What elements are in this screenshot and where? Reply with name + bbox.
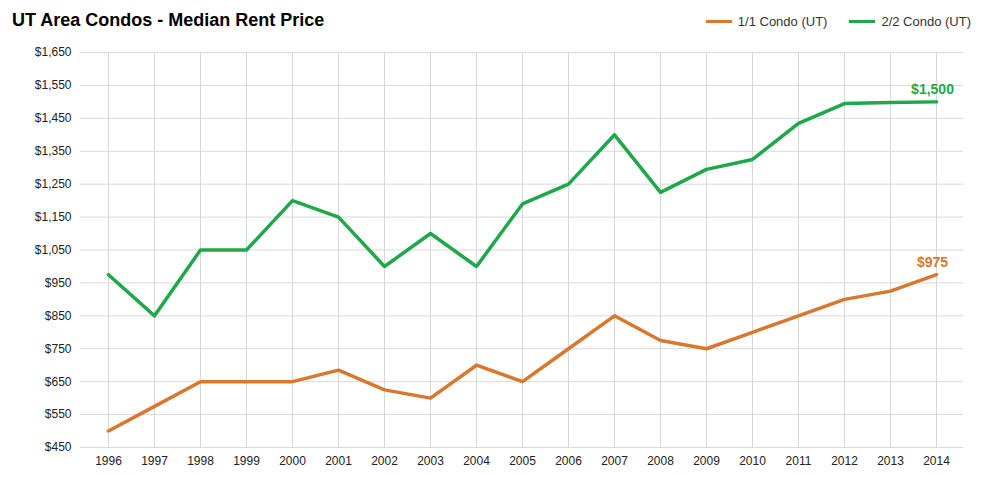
svg-text:2013: 2013 <box>877 454 904 468</box>
svg-text:2005: 2005 <box>509 454 536 468</box>
svg-text:2008: 2008 <box>647 454 674 468</box>
svg-text:2011: 2011 <box>786 454 812 468</box>
svg-text:1997: 1997 <box>141 454 168 468</box>
html-text:UT Area Condos - Median Rent P: UT Area Condos - Median Rent Price <box>12 10 325 30</box>
svg-text:2000: 2000 <box>279 454 306 468</box>
svg-text:2009: 2009 <box>693 454 720 468</box>
svg-text:2012: 2012 <box>831 454 858 468</box>
svg-text:1998: 1998 <box>187 454 214 468</box>
html-text:2/2 Condo (UT): 2/2 Condo (UT) <box>881 14 971 29</box>
svg-text:2002: 2002 <box>371 454 398 468</box>
svg-text:2014: 2014 <box>923 454 950 468</box>
svg-text:2001: 2001 <box>325 454 352 468</box>
svg-text:2006: 2006 <box>555 454 582 468</box>
svg-text:2010: 2010 <box>739 454 766 468</box>
svg-text:$1,150: $1,150 <box>35 210 72 224</box>
svg-text:$850: $850 <box>45 309 72 323</box>
svg-text:$1,450: $1,450 <box>35 111 72 125</box>
svg-text:$550: $550 <box>45 407 72 421</box>
svg-text:1999: 1999 <box>233 454 260 468</box>
svg-text:$450: $450 <box>45 440 72 454</box>
svg-text:$1,250: $1,250 <box>35 177 72 191</box>
svg-text:$1,050: $1,050 <box>35 243 72 257</box>
svg-text:$750: $750 <box>45 342 72 356</box>
svg-text:$1,350: $1,350 <box>35 144 72 158</box>
svg-text:$1,650: $1,650 <box>35 45 72 59</box>
svg-text:1996: 1996 <box>95 454 122 468</box>
html-text:1/1 Condo (UT): 1/1 Condo (UT) <box>737 14 828 29</box>
svg-text:2007: 2007 <box>601 454 628 468</box>
svg-text:$1,550: $1,550 <box>35 78 72 92</box>
svg-text:$950: $950 <box>45 276 72 290</box>
svg-text:$650: $650 <box>45 375 72 389</box>
svg-text:$1,500: $1,500 <box>911 81 954 97</box>
svg-text:2004: 2004 <box>463 454 490 468</box>
svg-text:$975: $975 <box>917 254 948 270</box>
svg-text:2003: 2003 <box>417 454 444 468</box>
